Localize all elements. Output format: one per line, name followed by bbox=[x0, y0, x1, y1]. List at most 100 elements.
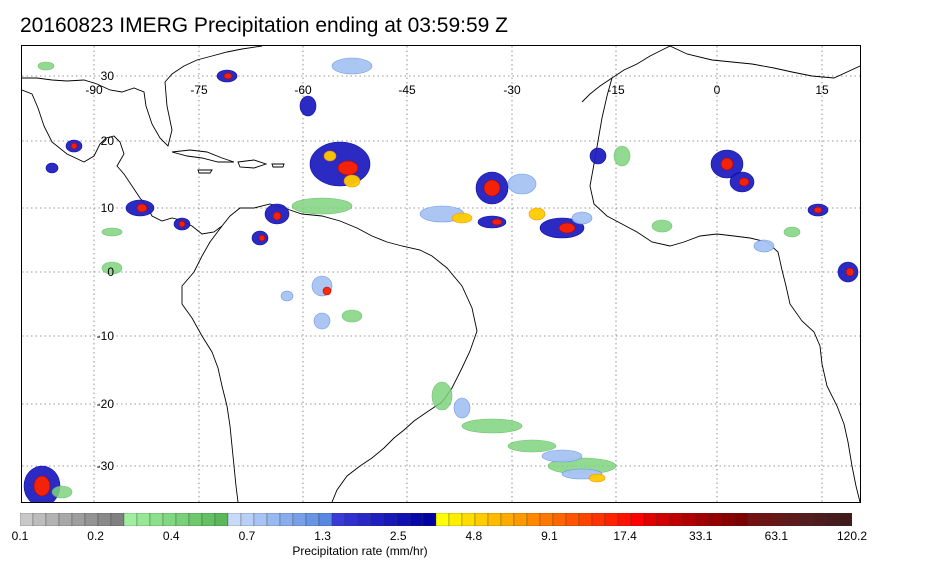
coastline-hispaniola bbox=[237, 159, 268, 169]
colorbar-swatch bbox=[266, 513, 281, 526]
precipitation-cell bbox=[337, 160, 359, 176]
latitude-labels: 30 20 10 0 -10 -20 -30 bbox=[97, 69, 115, 473]
colorbar-swatch bbox=[604, 513, 619, 526]
precipitation-cell bbox=[541, 449, 583, 463]
map-title: 20160823 IMERG Precipitation ending at 0… bbox=[20, 14, 508, 37]
colorbar-swatch bbox=[578, 513, 593, 526]
coastlines bbox=[22, 46, 860, 502]
colorbar-swatch bbox=[422, 513, 437, 526]
precipitation-cell bbox=[101, 261, 123, 275]
precipitation-cell bbox=[258, 234, 266, 242]
colorbar-swatch bbox=[292, 513, 307, 526]
precipitation-cell bbox=[753, 239, 775, 253]
colorbar-tick-label: 63.1 bbox=[764, 529, 789, 543]
precipitation-cell bbox=[136, 203, 148, 213]
coastline-mexico bbox=[22, 89, 223, 235]
colorbar-swatch bbox=[123, 513, 138, 526]
coastline-jamaica bbox=[197, 169, 213, 174]
precipitation-cell bbox=[101, 227, 123, 237]
precipitation-cell bbox=[223, 72, 233, 80]
colorbar-swatch bbox=[617, 513, 632, 526]
precipitation-cell bbox=[491, 218, 503, 226]
colorbar-swatch bbox=[188, 513, 203, 526]
colorbar-tick-label: 4.8 bbox=[465, 529, 483, 543]
precipitation-cell bbox=[483, 179, 501, 197]
colorbar-swatch bbox=[331, 513, 346, 526]
colorbar-swatch bbox=[643, 513, 658, 526]
colorbar-swatch bbox=[253, 513, 268, 526]
longitude-label: 15 bbox=[815, 83, 829, 97]
colorbar-swatch bbox=[682, 513, 697, 526]
longitude-label: -30 bbox=[503, 83, 521, 97]
colorbar-swatch bbox=[201, 513, 216, 526]
latitude-label: 20 bbox=[101, 134, 115, 148]
longitude-label: 0 bbox=[714, 83, 721, 97]
colorbar-tick-label: 0.1 bbox=[11, 529, 29, 543]
precipitation-cell bbox=[588, 473, 606, 483]
colorbar-swatch bbox=[20, 513, 34, 526]
colorbar-swatch bbox=[773, 513, 788, 526]
precipitation-cell bbox=[738, 177, 750, 187]
colorbar-tick-label: 2.5 bbox=[389, 529, 407, 543]
precipitation-cell bbox=[558, 222, 576, 234]
precipitation-cell bbox=[341, 309, 363, 323]
colorbar-swatch bbox=[747, 513, 762, 526]
colorbar-swatch bbox=[370, 513, 385, 526]
latitude-label: -10 bbox=[97, 329, 115, 343]
coastline-africa-north bbox=[669, 46, 860, 79]
coastline-africa-west bbox=[589, 77, 860, 502]
colorbar-swatch bbox=[838, 513, 852, 526]
precipitation-cell bbox=[589, 147, 607, 165]
precipitation-cell bbox=[720, 157, 734, 171]
latitude-label: 30 bbox=[101, 69, 115, 83]
colorbar-swatch bbox=[812, 513, 827, 526]
precipitation-cell bbox=[178, 220, 186, 228]
colorbar-swatch bbox=[708, 513, 723, 526]
precipitation-cell bbox=[322, 286, 332, 296]
coastline-south-america-west bbox=[181, 225, 239, 502]
precipitation-cell bbox=[343, 174, 361, 188]
precipitation-map: -90 -75 -60 -45 -30 -15 0 15 30 20 10 0 -10 -20 -30 bbox=[21, 45, 861, 503]
latitude-label: -30 bbox=[97, 459, 115, 473]
colorbar-swatch bbox=[487, 513, 502, 526]
precipitation-cell bbox=[813, 206, 823, 214]
colorbar-tick-label: 0.2 bbox=[87, 529, 104, 543]
colorbar-tick-label: 0.4 bbox=[162, 529, 180, 543]
longitude-label: -15 bbox=[607, 83, 625, 97]
colorbar-tick-label: 1.3 bbox=[314, 529, 331, 543]
longitude-label: -60 bbox=[294, 83, 312, 97]
colorbar-tick-label: 120.2 bbox=[836, 529, 868, 543]
colorbar-swatch bbox=[513, 513, 528, 526]
colorbar-swatch bbox=[305, 513, 320, 526]
precipitation-cell bbox=[507, 173, 537, 195]
precipitation-cell bbox=[45, 162, 59, 174]
colorbar-tick-label: 9.1 bbox=[541, 529, 558, 543]
precipitation-cell bbox=[507, 439, 557, 453]
colorbar-tick-label: 17.4 bbox=[613, 529, 637, 543]
colorbar-swatch bbox=[435, 513, 450, 526]
colorbar-swatch bbox=[552, 513, 567, 526]
precipitation-cell bbox=[461, 418, 523, 434]
colorbar-tick-label: 0.7 bbox=[238, 529, 256, 543]
precipitation-cell bbox=[453, 397, 471, 419]
colorbar-swatch bbox=[734, 513, 749, 526]
colorbar-swatch bbox=[84, 513, 99, 526]
colorbar-swatch bbox=[526, 513, 541, 526]
precipitation-cell bbox=[51, 485, 73, 499]
colorbar-swatch bbox=[409, 513, 424, 526]
colorbar-title: Precipitation rate (mm/hr) bbox=[292, 544, 428, 558]
longitude-label: -45 bbox=[398, 83, 416, 97]
precipitation-cell bbox=[299, 95, 317, 117]
colorbar-swatch bbox=[162, 513, 177, 526]
colorbar-swatch bbox=[227, 513, 242, 526]
coastline-cuba bbox=[171, 149, 235, 163]
colorbar-swatch bbox=[149, 513, 164, 526]
precipitation-colorbar bbox=[20, 513, 852, 526]
colorbar-swatch bbox=[799, 513, 814, 526]
colorbar-swatch bbox=[630, 513, 645, 526]
colorbar-swatch bbox=[786, 513, 801, 526]
precipitation-cell bbox=[37, 61, 55, 71]
precipitation-cell bbox=[431, 381, 453, 411]
colorbar-swatch bbox=[58, 513, 73, 526]
graticule bbox=[22, 46, 860, 502]
